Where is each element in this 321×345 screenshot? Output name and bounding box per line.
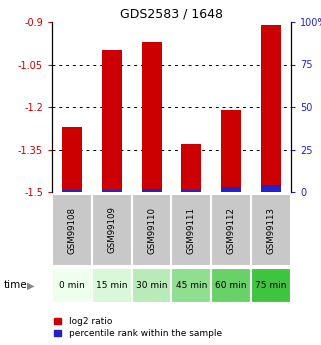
Bar	[221, 187, 241, 192]
Bar	[261, 185, 281, 192]
Bar	[171, 268, 211, 303]
Text: 30 min: 30 min	[136, 281, 167, 290]
Text: GSM99110: GSM99110	[147, 207, 156, 254]
Text: 60 min: 60 min	[215, 281, 247, 290]
Bar	[132, 268, 171, 303]
Text: time: time	[3, 280, 27, 290]
Bar	[142, 42, 161, 192]
Bar	[261, 25, 281, 192]
Bar	[251, 268, 291, 303]
Bar	[181, 190, 201, 192]
Text: 75 min: 75 min	[255, 281, 287, 290]
Bar	[102, 190, 122, 192]
Bar	[92, 268, 132, 303]
Title: GDS2583 / 1648: GDS2583 / 1648	[120, 8, 223, 21]
Text: 0 min: 0 min	[59, 281, 85, 290]
Text: 45 min: 45 min	[176, 281, 207, 290]
Text: GSM99108: GSM99108	[67, 207, 76, 254]
Bar	[62, 127, 82, 192]
Bar	[102, 50, 122, 192]
Text: 15 min: 15 min	[96, 281, 127, 290]
Text: GSM99111: GSM99111	[187, 207, 196, 254]
Bar	[142, 189, 161, 192]
Text: GSM99109: GSM99109	[107, 207, 116, 254]
Text: GSM99113: GSM99113	[266, 207, 276, 254]
Bar	[221, 110, 241, 192]
Legend: log2 ratio, percentile rank within the sample: log2 ratio, percentile rank within the s…	[53, 316, 223, 339]
Text: ▶: ▶	[27, 280, 35, 290]
Text: GSM99112: GSM99112	[227, 207, 236, 254]
Bar	[62, 190, 82, 192]
Bar	[52, 268, 92, 303]
Bar	[181, 144, 201, 192]
Bar	[211, 268, 251, 303]
